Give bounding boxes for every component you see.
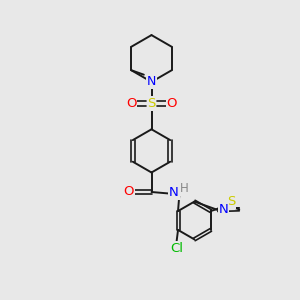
Text: N: N	[169, 186, 179, 200]
Text: H: H	[179, 182, 188, 196]
Text: S: S	[227, 195, 235, 208]
Text: O: O	[124, 185, 134, 199]
Text: N: N	[147, 75, 156, 88]
Text: S: S	[147, 97, 156, 110]
Text: O: O	[167, 97, 177, 110]
Text: O: O	[126, 97, 136, 110]
Text: Cl: Cl	[170, 242, 183, 255]
Text: N: N	[218, 203, 228, 217]
